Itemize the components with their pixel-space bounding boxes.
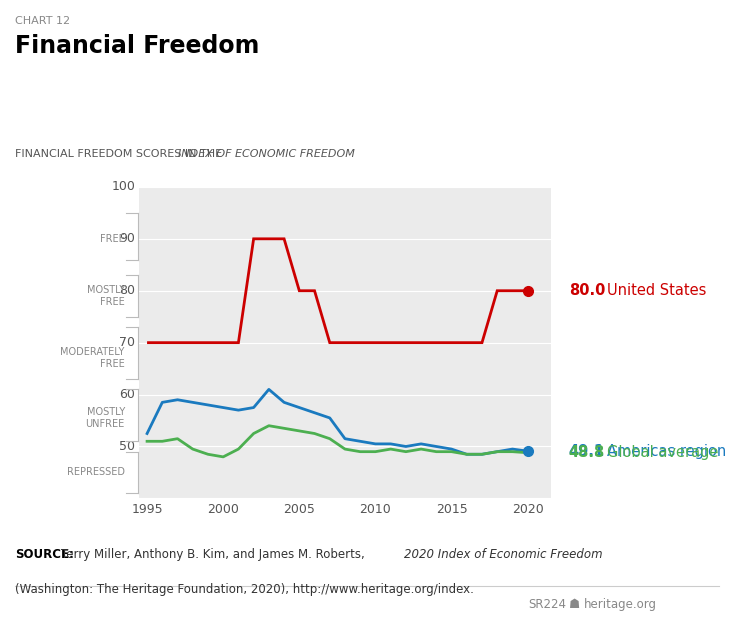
Text: FREE: FREE bbox=[100, 234, 125, 244]
Text: 49.1: 49.1 bbox=[569, 444, 605, 459]
Text: 80.0: 80.0 bbox=[569, 283, 606, 298]
Text: 70: 70 bbox=[120, 336, 135, 349]
Text: MOSTLY
FREE: MOSTLY FREE bbox=[87, 285, 125, 307]
Text: 48.8: 48.8 bbox=[569, 445, 605, 460]
Text: INDEX OF ECONOMIC FREEDOM: INDEX OF ECONOMIC FREEDOM bbox=[178, 149, 355, 159]
Text: United States: United States bbox=[607, 283, 706, 298]
Text: Global average: Global average bbox=[607, 445, 719, 460]
Text: MODERATELY
FREE: MODERATELY FREE bbox=[60, 348, 125, 369]
Text: ☗: ☗ bbox=[569, 598, 580, 611]
Text: Financial Freedom: Financial Freedom bbox=[15, 34, 259, 59]
Text: 90: 90 bbox=[120, 232, 135, 245]
Text: SOURCE:: SOURCE: bbox=[15, 548, 73, 561]
Text: FINANCIAL FREEDOM SCORES IN THE: FINANCIAL FREEDOM SCORES IN THE bbox=[15, 149, 225, 159]
Text: 2020 Index of Economic Freedom: 2020 Index of Economic Freedom bbox=[404, 548, 603, 561]
Text: Americas region: Americas region bbox=[607, 444, 726, 459]
Text: SR224: SR224 bbox=[528, 598, 567, 611]
Text: 60: 60 bbox=[120, 388, 135, 401]
Text: 100: 100 bbox=[112, 181, 135, 193]
Text: heritage.org: heritage.org bbox=[584, 598, 656, 611]
Text: Terry Miller, Anthony B. Kim, and James M. Roberts,: Terry Miller, Anthony B. Kim, and James … bbox=[61, 548, 368, 561]
Text: (Washington: The Heritage Foundation, 2020), http://www.heritage.org/index.: (Washington: The Heritage Foundation, 20… bbox=[15, 583, 473, 596]
Text: 50: 50 bbox=[120, 440, 135, 453]
Text: MOSTLY
UNFREE: MOSTLY UNFREE bbox=[86, 407, 125, 429]
Text: REPRESSED: REPRESSED bbox=[67, 467, 125, 477]
Text: 80: 80 bbox=[120, 284, 135, 297]
Text: CHART 12: CHART 12 bbox=[15, 16, 70, 26]
